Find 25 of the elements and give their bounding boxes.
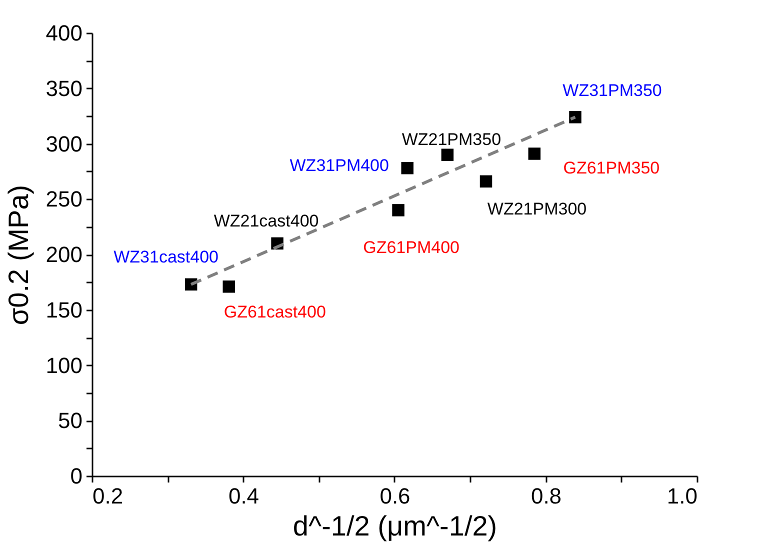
y-tick-label: 50 [58, 408, 82, 434]
x-tick-label: 0.8 [530, 484, 562, 508]
y-tick-label: 150 [46, 297, 82, 322]
y-axis-title: σ0.2 (MPa) [2, 184, 34, 326]
y-tick-label: 250 [46, 186, 82, 212]
annotation: WZ21cast400 [214, 211, 319, 230]
annotation: GZ61cast400 [224, 302, 326, 322]
y-tick-label: 400 [46, 20, 82, 46]
annotation: GZ61PM400 [363, 238, 460, 258]
annotation: WZ31PM400 [290, 156, 389, 176]
x-tick-label: 1.0 [666, 484, 698, 508]
annotation: WZ31cast400 [114, 247, 219, 266]
annotation: WZ21PM300 [487, 199, 587, 218]
x-tick-label: 0.4 [228, 484, 260, 508]
annotation: WZ21PM350 [402, 130, 502, 149]
y-tick-label: 100 [46, 352, 82, 378]
annotation: WZ31PM350 [562, 81, 662, 100]
y-tick-label: 300 [46, 131, 82, 156]
y-tick-label: 0 [70, 464, 82, 488]
x-axis-title: d^-1/2 (μm^-1/2) [292, 510, 498, 542]
annotation: GZ61PM350 [563, 158, 660, 178]
x-tick-label: 0.6 [380, 484, 410, 508]
x-tick-label: 0.2 [92, 484, 124, 508]
y-tick-label: 200 [46, 242, 82, 267]
y-tick-label: 350 [46, 76, 82, 101]
